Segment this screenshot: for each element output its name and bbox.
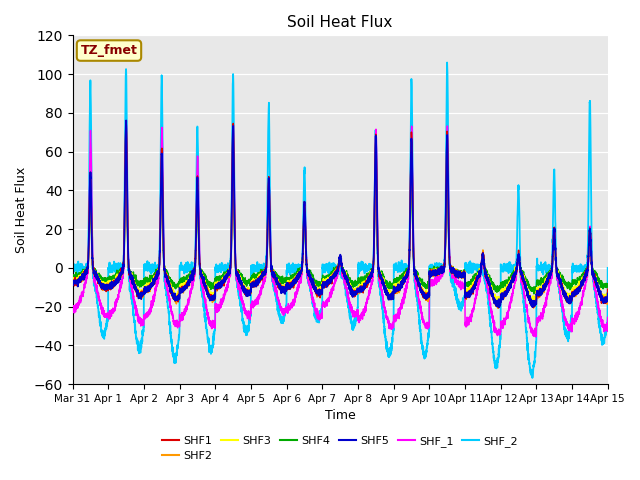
SHF5 (604, 291, 612, 297)
SHF5 (122, 118, 130, 123)
SHF2 (604, 286, 612, 292)
SHF3 (320, 280, 328, 286)
SHF_2 (68, 268, 76, 274)
SHF3 (604, 289, 612, 295)
SHF4 (68, 273, 76, 279)
SHF1 (604, 287, 612, 292)
Line: SHF5: SHF5 (72, 120, 608, 307)
X-axis label: Time: Time (324, 409, 355, 422)
SHF4 (122, 159, 130, 165)
SHF5 (460, 275, 468, 280)
SHF2 (494, 305, 502, 311)
SHF5 (431, 271, 438, 276)
SHF4 (431, 272, 438, 278)
SHF1 (604, 295, 611, 300)
SHF4 (530, 291, 538, 297)
SHF1 (320, 283, 328, 289)
SHF1 (122, 118, 130, 124)
SHF4 (604, 281, 612, 287)
SHF3 (68, 277, 76, 283)
SHF5 (165, 283, 173, 288)
SHF1 (490, 300, 498, 306)
SHF5 (604, 295, 611, 300)
SHF3 (122, 140, 130, 146)
SHF_1 (604, 327, 611, 333)
SHF_2 (430, 263, 438, 269)
SHF_2 (490, 356, 498, 362)
SHF_1 (460, 282, 468, 288)
SHF1 (460, 270, 468, 276)
SHF3 (460, 270, 468, 276)
Line: SHF4: SHF4 (72, 162, 608, 294)
SHF2 (68, 278, 76, 284)
SHF_1 (122, 120, 130, 126)
SHF1 (495, 305, 502, 311)
SHF4 (165, 276, 173, 282)
SHF4 (320, 277, 328, 283)
SHF3 (490, 297, 498, 302)
Legend: SHF1, SHF2, SHF3, SHF4, SHF5, SHF_1, SHF_2: SHF1, SHF2, SHF3, SHF4, SHF5, SHF_1, SHF… (157, 431, 522, 466)
SHF_1 (532, 334, 540, 340)
SHF4 (460, 272, 468, 278)
SHF4 (490, 283, 498, 289)
SHF_1 (431, 279, 438, 285)
SHF_1 (68, 306, 76, 312)
SHF2 (122, 126, 130, 132)
Title: Soil Heat Flux: Soil Heat Flux (287, 15, 393, 30)
SHF2 (460, 271, 468, 277)
SHF_2 (320, 263, 328, 269)
SHF1 (431, 272, 438, 277)
Line: SHF2: SHF2 (72, 129, 608, 308)
SHF3 (431, 270, 438, 276)
SHF2 (431, 272, 438, 277)
SHF_1 (165, 294, 173, 300)
SHF3 (492, 300, 500, 305)
SHF_2 (529, 375, 536, 381)
SHF1 (165, 278, 173, 284)
SHF_2 (604, 320, 611, 325)
SHF2 (320, 282, 328, 288)
Line: SHF_2: SHF_2 (72, 62, 608, 378)
Text: TZ_fmet: TZ_fmet (81, 44, 138, 57)
SHF_2 (165, 311, 173, 316)
SHF_2 (460, 299, 468, 305)
SHF2 (165, 280, 173, 286)
SHF_2 (444, 60, 451, 65)
SHF2 (490, 298, 498, 304)
SHF5 (490, 297, 498, 303)
Y-axis label: Soil Heat Flux: Soil Heat Flux (15, 167, 28, 253)
Line: SHF3: SHF3 (72, 143, 608, 302)
SHF5 (495, 304, 503, 310)
SHF3 (165, 277, 173, 283)
SHF_2 (604, 265, 612, 271)
SHF3 (604, 296, 611, 301)
Line: SHF1: SHF1 (72, 121, 608, 308)
SHF4 (604, 284, 611, 289)
SHF_1 (604, 314, 612, 320)
SHF1 (68, 280, 76, 286)
SHF_1 (490, 321, 498, 327)
Line: SHF_1: SHF_1 (72, 123, 608, 337)
SHF5 (320, 281, 328, 287)
SHF2 (604, 301, 611, 307)
SHF5 (68, 281, 76, 287)
SHF_1 (320, 303, 328, 309)
